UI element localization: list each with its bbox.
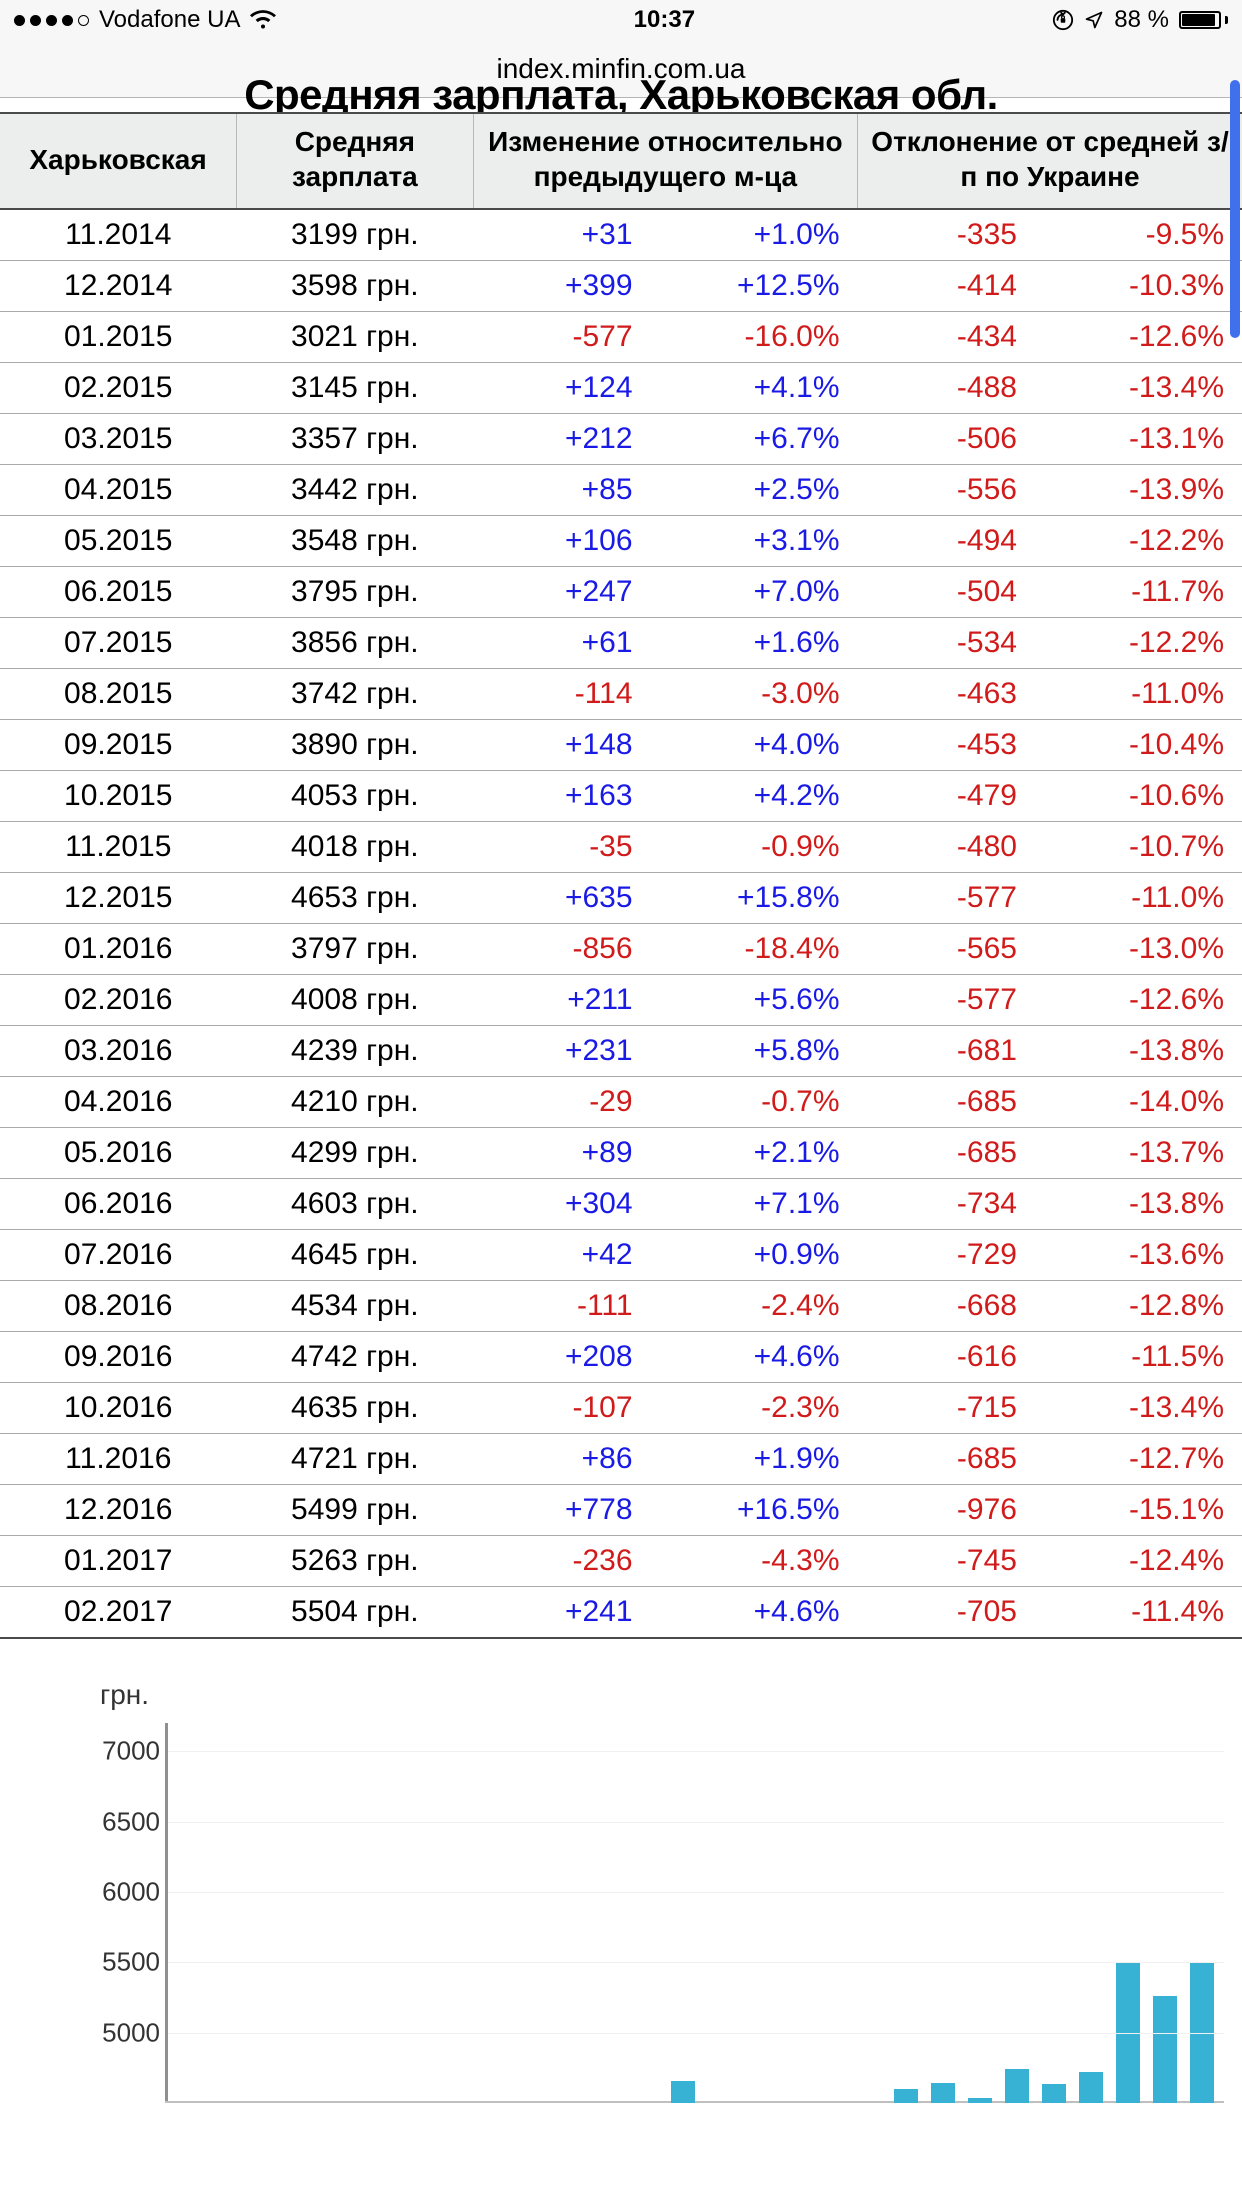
- table-row: 01.20163797 грн.-856-18.4%-565-13.0%: [0, 924, 1242, 975]
- th-period: Харьковская: [0, 113, 237, 209]
- table-row: 07.20164645 грн.+42+0.9%-729-13.6%: [0, 1230, 1242, 1281]
- table-row: 08.20164534 грн.-111-2.4%-668-12.8%: [0, 1281, 1242, 1332]
- table-row: 07.20153856 грн.+61+1.6%-534-12.2%: [0, 618, 1242, 669]
- table-row: 11.20164721 грн.+86+1.9%-685-12.7%: [0, 1434, 1242, 1485]
- table-row: 01.20153021 грн.-577-16.0%-434-12.6%: [0, 312, 1242, 363]
- table-row: 02.20153145 грн.+124+4.1%-488-13.4%: [0, 363, 1242, 414]
- battery-icon: [1179, 11, 1228, 29]
- chart-y-tick: 5000: [50, 2017, 160, 2048]
- chart-bar: [1079, 2072, 1103, 2103]
- status-time: 10:37: [634, 6, 695, 34]
- table-row: 01.20175263 грн.-236-4.3%-745-12.4%: [0, 1536, 1242, 1587]
- battery-fill: [1182, 14, 1215, 26]
- th-change: Изменение относительно предыдущего м-ца: [473, 113, 857, 209]
- table-row: 06.20153795 грн.+247+7.0%-504-11.7%: [0, 567, 1242, 618]
- chart-bar: [1042, 2084, 1066, 2103]
- table-row: 12.20143598 грн.+399+12.5%-414-10.3%: [0, 261, 1242, 312]
- table-row: 10.20164635 грн.-107-2.3%-715-13.4%: [0, 1383, 1242, 1434]
- th-salary: Средняя зарплата: [237, 113, 474, 209]
- table-body: 11.20143199 грн.+31+1.0%-335-9.5%12.2014…: [0, 209, 1242, 1638]
- salary-table: Харьковская Средняя зарплата Изменение о…: [0, 112, 1242, 1639]
- page-content[interactable]: Средняя зарплата, Харьковская обл. Харьк…: [0, 70, 1242, 2103]
- salary-chart: грн. 7000 6500 6000 5500 5000: [0, 1679, 1242, 2103]
- chart-bar: [968, 2098, 992, 2103]
- chart-gridline: [168, 2033, 1224, 2034]
- table-row: 03.20153357 грн.+212+6.7%-506-13.1%: [0, 414, 1242, 465]
- table-row: 04.20164210 грн.-29-0.7%-685-14.0%: [0, 1077, 1242, 1128]
- chart-gridline: [168, 1892, 1224, 1893]
- table-row: 05.20153548 грн.+106+3.1%-494-12.2%: [0, 516, 1242, 567]
- chart-area: 7000 6500 6000 5500 5000: [50, 1723, 1224, 2103]
- wifi-icon: [250, 10, 276, 30]
- chart-bar: [931, 2083, 955, 2103]
- table-row: 08.20153742 грн.-114-3.0%-463-11.0%: [0, 669, 1242, 720]
- table-row: 12.20165499 грн.+778+16.5%-976-15.1%: [0, 1485, 1242, 1536]
- table-row: 10.20154053 грн.+163+4.2%-479-10.6%: [0, 771, 1242, 822]
- th-deviation: Отклонение от средней з/п по Украине: [858, 113, 1242, 209]
- chart-bar: [671, 2081, 695, 2103]
- table-row: 05.20164299 грн.+89+2.1%-685-13.7%: [0, 1128, 1242, 1179]
- chart-bars: [190, 1723, 1214, 2103]
- chart-gridline: [168, 1962, 1224, 1963]
- rotation-lock-icon: [1052, 9, 1074, 31]
- table-row: 06.20164603 грн.+304+7.1%-734-13.8%: [0, 1179, 1242, 1230]
- signal-strength-icon: [14, 15, 89, 26]
- chart-y-tick: 6000: [50, 1876, 160, 1907]
- scroll-indicator: [1230, 80, 1240, 338]
- table-row: 09.20164742 грн.+208+4.6%-616-11.5%: [0, 1332, 1242, 1383]
- chart-bar: [1005, 2069, 1029, 2103]
- location-arrow-icon: [1084, 10, 1104, 30]
- chart-bar: [894, 2089, 918, 2103]
- chart-y-tick: 6500: [50, 1806, 160, 1837]
- chart-y-tick: 7000: [50, 1736, 160, 1767]
- page-title: Средняя зарплата, Харьковская обл.: [0, 70, 1242, 112]
- chart-y-tick: 5500: [50, 1947, 160, 1978]
- table-row: 02.20175504 грн.+241+4.6%-705-11.4%: [0, 1587, 1242, 1639]
- battery-percent-label: 88 %: [1114, 6, 1169, 34]
- chart-y-axis: [165, 1723, 168, 2103]
- table-row: 11.20154018 грн.-35-0.9%-480-10.7%: [0, 822, 1242, 873]
- chart-gridline: [168, 1751, 1224, 1752]
- chart-bar: [1153, 1996, 1177, 2103]
- chart-y-unit: грн.: [100, 1679, 1224, 1711]
- carrier-label: Vodafone UA: [99, 6, 240, 34]
- table-row: 12.20154653 грн.+635+15.8%-577-11.0%: [0, 873, 1242, 924]
- status-bar: Vodafone UA 10:37 88 %: [0, 0, 1242, 40]
- table-row: 03.20164239 грн.+231+5.8%-681-13.8%: [0, 1026, 1242, 1077]
- table-row: 04.20153442 грн.+85+2.5%-556-13.9%: [0, 465, 1242, 516]
- chart-gridline: [168, 1822, 1224, 1823]
- table-row: 09.20153890 грн.+148+4.0%-453-10.4%: [0, 720, 1242, 771]
- table-row: 02.20164008 грн.+211+5.6%-577-12.6%: [0, 975, 1242, 1026]
- table-row: 11.20143199 грн.+31+1.0%-335-9.5%: [0, 209, 1242, 261]
